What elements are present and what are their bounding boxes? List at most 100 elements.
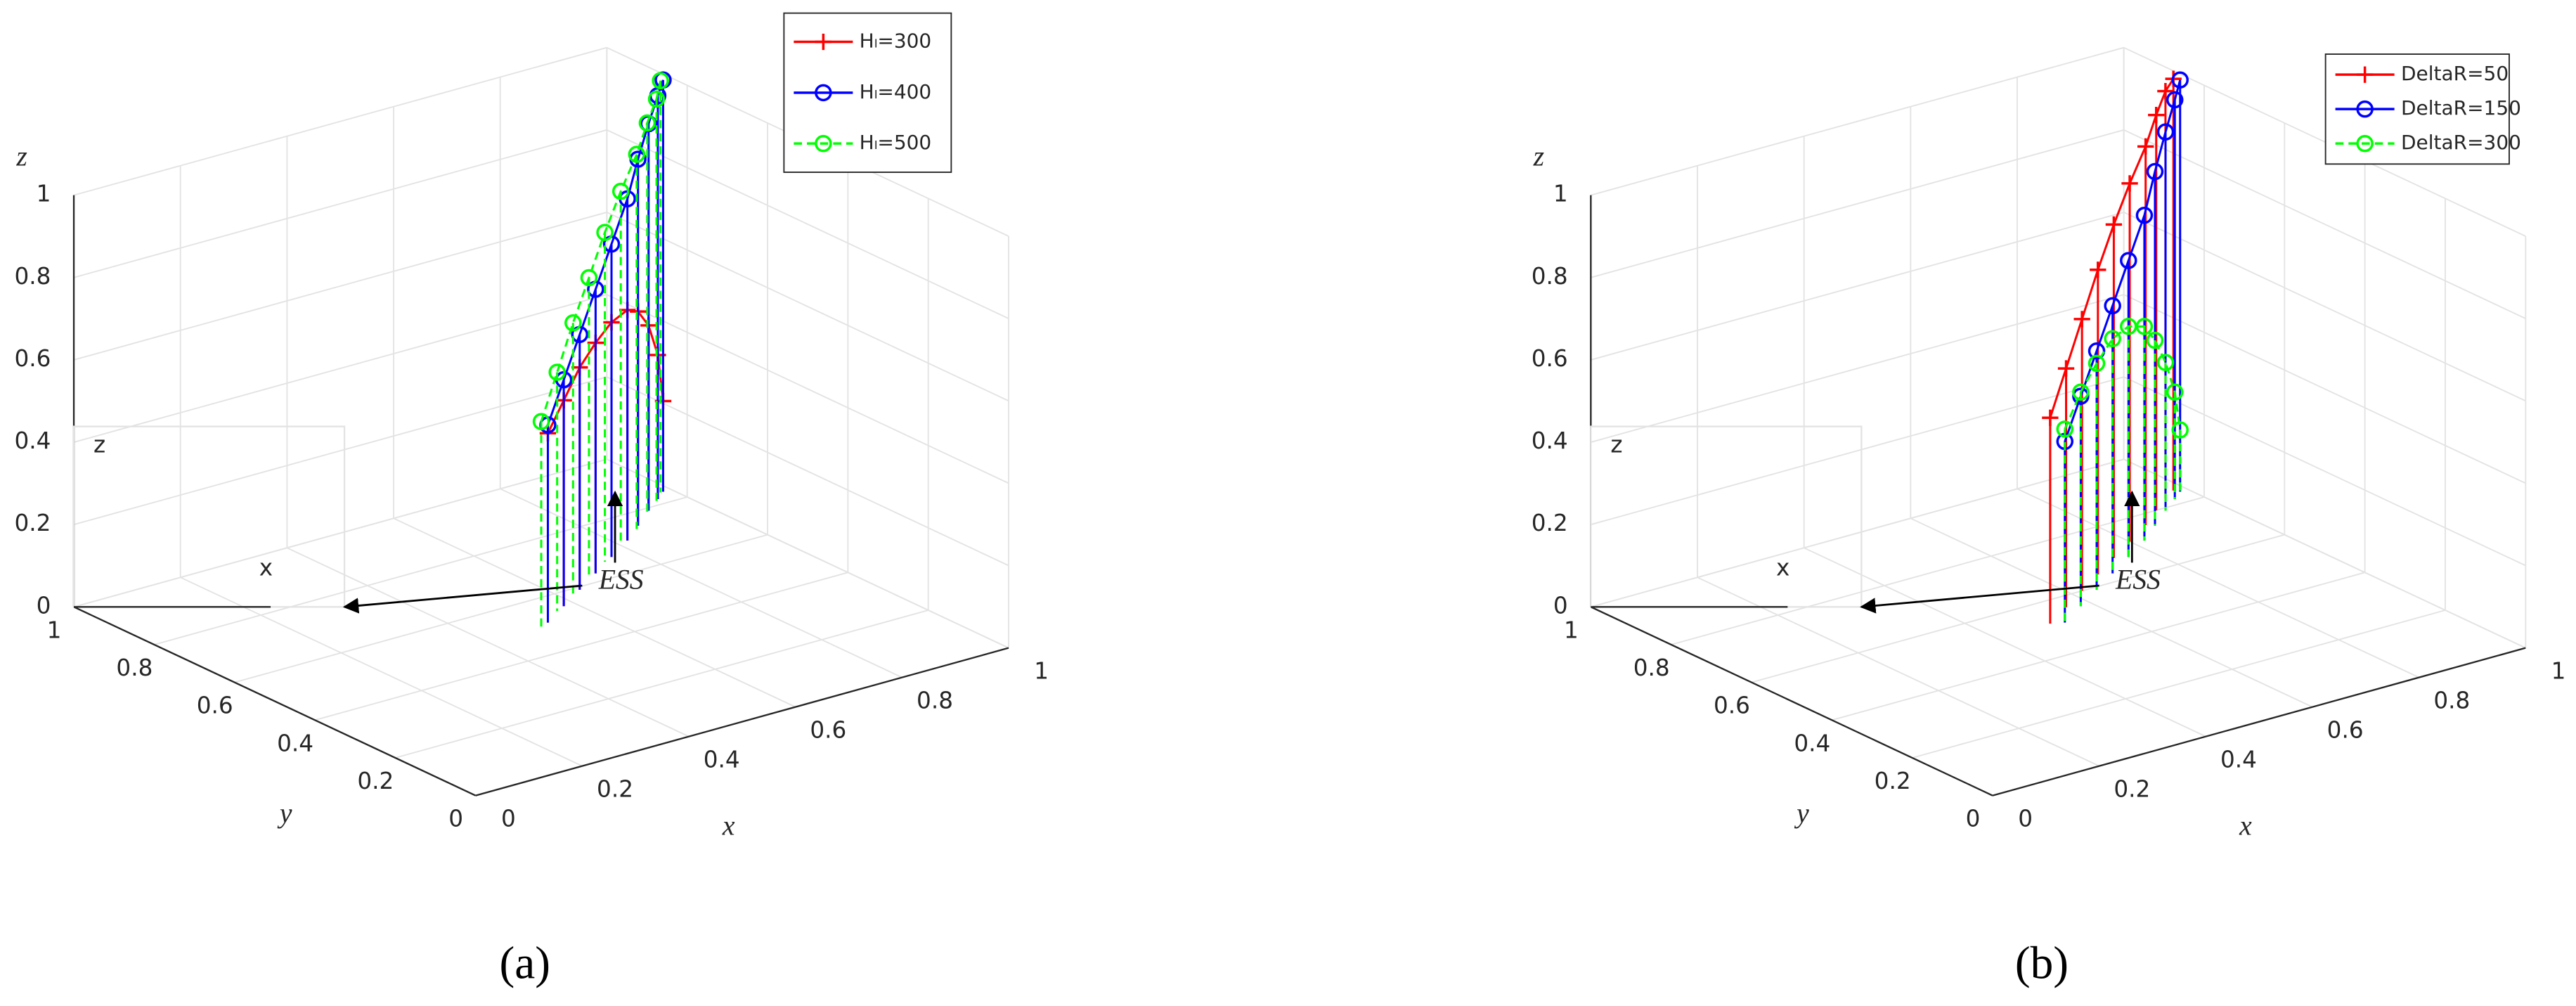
grid-line bbox=[73, 458, 607, 608]
marker bbox=[2156, 123, 2175, 141]
z-tick-label: 0.2 bbox=[1532, 510, 1568, 536]
grid-line bbox=[606, 458, 1009, 649]
series-line bbox=[2064, 79, 2182, 442]
legend-label: Hₗ=400 bbox=[860, 80, 932, 103]
grid-line bbox=[2123, 46, 2526, 237]
marker bbox=[611, 182, 630, 200]
marker bbox=[2072, 383, 2090, 401]
y-tick-label: 0.6 bbox=[1714, 692, 1750, 719]
marker bbox=[2146, 331, 2164, 349]
y-axis bbox=[1590, 606, 1993, 797]
grid-line bbox=[1671, 496, 2205, 645]
grid-line bbox=[500, 488, 902, 678]
x-tick-label: 1 bbox=[1034, 658, 1049, 685]
y-tick-label: 1 bbox=[47, 617, 62, 643]
legend-marker bbox=[2356, 134, 2374, 153]
grid-line bbox=[73, 212, 607, 361]
grid-line bbox=[2123, 129, 2526, 319]
inset-label: x bbox=[1776, 555, 1789, 581]
grid-line bbox=[1591, 129, 2124, 278]
marker bbox=[2166, 383, 2184, 401]
marker bbox=[2056, 420, 2074, 438]
grid-line bbox=[2123, 212, 2526, 402]
z-tick-label: 0.6 bbox=[1532, 345, 1568, 372]
series-line bbox=[547, 309, 664, 434]
marker bbox=[2156, 354, 2175, 371]
x-tick-label: 0.4 bbox=[704, 747, 740, 773]
marker bbox=[638, 114, 656, 132]
z-tick-label: 0.8 bbox=[14, 263, 51, 290]
arrow bbox=[1860, 584, 2099, 614]
grid-line bbox=[286, 547, 690, 737]
x-tick-label: 0.2 bbox=[2114, 776, 2150, 803]
grid-line bbox=[2123, 458, 2526, 649]
marker bbox=[628, 146, 646, 163]
annotation: ESS bbox=[2115, 564, 2161, 595]
caption: (b) bbox=[2015, 939, 2069, 989]
grid-line bbox=[606, 129, 1009, 319]
z-axis-label: z bbox=[15, 141, 27, 172]
marker bbox=[647, 90, 666, 108]
grid-line bbox=[1910, 517, 2313, 708]
grid-line bbox=[606, 376, 1009, 567]
z-axis-label: z bbox=[1533, 141, 1544, 172]
grid-line bbox=[606, 212, 1009, 402]
marker bbox=[2135, 207, 2154, 224]
marker bbox=[580, 269, 598, 287]
y-axis bbox=[73, 606, 477, 797]
x-tick-label: 0.8 bbox=[2433, 688, 2470, 714]
y-tick-label: 0.8 bbox=[116, 654, 153, 681]
marker bbox=[2104, 297, 2121, 315]
x-tick-label: 0.4 bbox=[2220, 747, 2257, 773]
marker bbox=[564, 314, 582, 332]
legend-marker bbox=[815, 33, 832, 51]
y-tick-label: 0 bbox=[448, 806, 463, 832]
legend-label: DeltaR=300 bbox=[2401, 131, 2521, 154]
grid-line bbox=[73, 376, 607, 526]
grid-line bbox=[180, 576, 583, 767]
series-line bbox=[540, 80, 662, 423]
grid-line bbox=[2123, 376, 2526, 567]
grid-line bbox=[1591, 212, 2124, 361]
x-tick-label: 0.8 bbox=[917, 688, 953, 714]
inset-label: z bbox=[1610, 432, 1622, 458]
grid-line bbox=[154, 496, 687, 645]
x-tick-label: 0 bbox=[501, 806, 516, 832]
grid-line bbox=[1591, 458, 2124, 608]
z-tick-label: 0 bbox=[37, 592, 51, 619]
panel: 00.20.40.60.8100.20.40.60.8100.20.40.60.… bbox=[14, 12, 1049, 989]
inset bbox=[1590, 425, 1863, 608]
grid-line bbox=[2123, 294, 2526, 484]
inset-label: z bbox=[93, 432, 105, 458]
marker bbox=[548, 363, 566, 381]
grid-line bbox=[1832, 572, 2365, 721]
legend-marker bbox=[815, 134, 832, 153]
arrow bbox=[342, 584, 583, 614]
y-tick-label: 0.4 bbox=[1794, 730, 1830, 756]
legend-label: DeltaR=150 bbox=[2401, 96, 2521, 120]
marker bbox=[2135, 318, 2154, 335]
x-tick-label: 0.2 bbox=[597, 776, 633, 803]
grid-line bbox=[395, 610, 928, 759]
y-tick-label: 0 bbox=[1966, 806, 1981, 832]
x-tick-label: 0.6 bbox=[810, 717, 846, 744]
marker bbox=[2088, 354, 2106, 373]
y-tick-label: 1 bbox=[1564, 617, 1579, 643]
x-tick-label: 0.6 bbox=[2327, 717, 2364, 744]
y-tick-label: 0.8 bbox=[1633, 654, 1670, 681]
grid-line bbox=[1912, 610, 2446, 759]
y-tick-label: 0.6 bbox=[197, 692, 233, 719]
legend-label: DeltaR=50 bbox=[2401, 62, 2509, 85]
x-axis bbox=[475, 647, 1009, 797]
y-axis-label: y bbox=[1794, 798, 1809, 829]
grid-line bbox=[314, 572, 848, 721]
z-tick-label: 1 bbox=[1553, 181, 1568, 207]
grid-line bbox=[1591, 294, 2124, 443]
grid-line bbox=[1697, 576, 2100, 767]
x-axis-label: x bbox=[2239, 810, 2252, 841]
marker bbox=[2166, 91, 2184, 109]
z-tick-label: 0 bbox=[1553, 592, 1568, 619]
marker bbox=[2171, 71, 2189, 89]
